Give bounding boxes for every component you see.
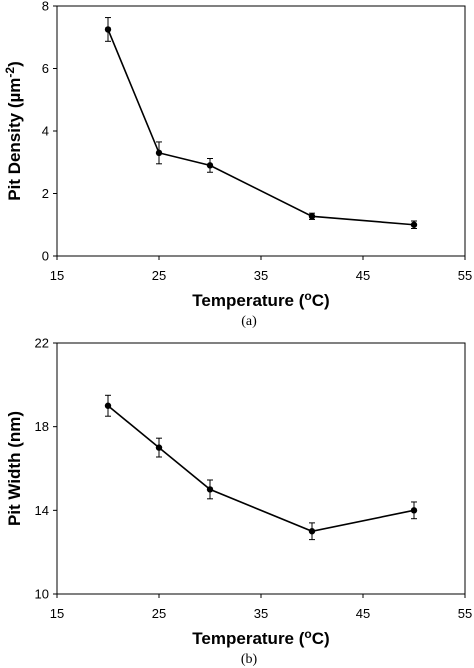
p2-data-point [308, 528, 316, 535]
p1-panel-label: (a) [241, 314, 257, 329]
p1-xtick-label: 35 [254, 268, 268, 283]
p1-data-point [104, 26, 112, 33]
p1-x-axis-label: Temperature (oC) [192, 289, 329, 310]
p2-data-point [206, 486, 214, 493]
p2-xtick-label: 35 [254, 606, 268, 621]
p1-data-point [206, 162, 214, 169]
p1-ytick-label: 6 [42, 61, 49, 76]
p2-ytick-label: 10 [35, 587, 49, 602]
p2-ytick-label: 18 [35, 419, 49, 434]
p2-plot-frame [56, 342, 466, 595]
p2-data-point [155, 444, 163, 451]
p2-xtick-label: 25 [152, 606, 166, 621]
p1-xtick-label: 45 [356, 268, 370, 283]
p1-ytick-label: 2 [42, 186, 49, 201]
p1-ytick-label: 4 [42, 124, 49, 139]
p1-xtick-label: 55 [458, 268, 472, 283]
p2-xtick-label: 45 [356, 606, 370, 621]
p2-ytick-label: 22 [35, 336, 49, 351]
p1-data-point [308, 213, 316, 220]
p1-plot-frame [56, 5, 466, 257]
p1-data-point [410, 221, 418, 228]
p1-data-point [155, 149, 163, 157]
p2-xtick-label: 55 [458, 606, 472, 621]
p1-xtick-label: 15 [50, 268, 64, 283]
p1-y-axis-label: Pit Density (µm-2) [3, 61, 24, 201]
p2-x-axis-label: Temperature (oC) [192, 627, 329, 648]
p2-xtick-label: 15 [50, 606, 64, 621]
p1-series-line [107, 29, 415, 226]
p1-xtick-label: 25 [152, 268, 166, 283]
p2-y-axis-label: Pit Width (nm) [5, 411, 24, 526]
p2-panel-label: (b) [241, 652, 258, 667]
p2-ytick-label: 14 [35, 503, 49, 518]
p1-ytick-label: 0 [42, 249, 49, 264]
p2-data-point [410, 507, 418, 514]
p2-data-point [104, 402, 112, 409]
p2-series-line [107, 405, 415, 533]
p1-ytick-label: 8 [42, 0, 49, 14]
